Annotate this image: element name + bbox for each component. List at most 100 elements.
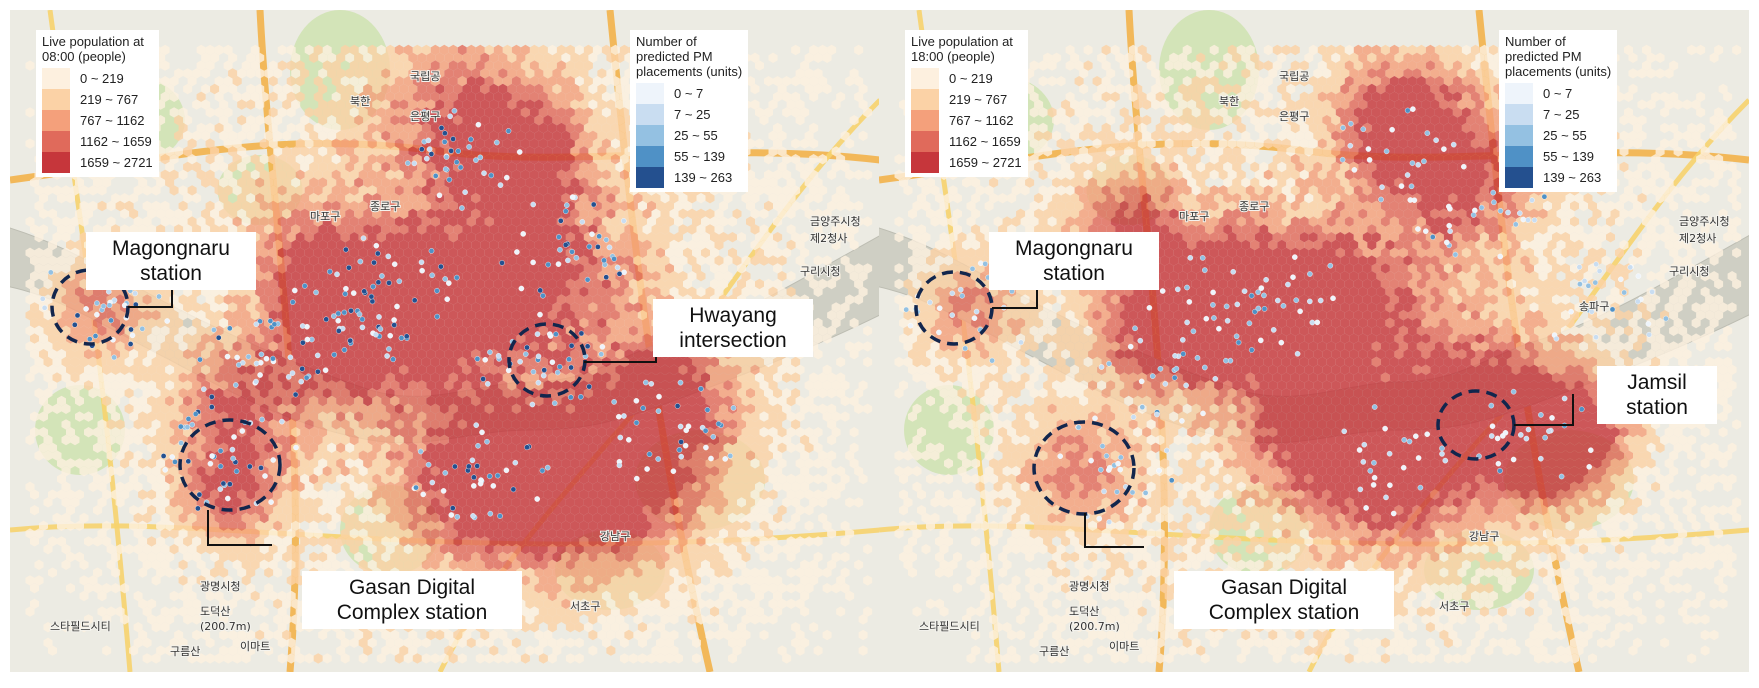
population-hex (160, 341, 170, 352)
population-hex (66, 427, 75, 438)
population-hex (381, 239, 391, 251)
population-hex (394, 44, 404, 56)
population-hex (529, 138, 539, 149)
population-hex (516, 68, 526, 79)
population-hex (151, 388, 161, 399)
population-hex (453, 302, 463, 313)
population-hex (719, 403, 728, 414)
population-hex (448, 310, 458, 321)
population-hex (52, 185, 62, 196)
population-hex (277, 154, 287, 165)
population-hex (174, 130, 184, 141)
population-hex (430, 263, 440, 274)
population-hex (309, 161, 319, 173)
population-hex (683, 200, 692, 212)
population-hex (435, 161, 445, 173)
population-hex (219, 130, 229, 141)
population-hex (845, 138, 855, 149)
population-hex (214, 185, 224, 196)
population-hex (782, 200, 792, 212)
population-hex (818, 232, 828, 243)
population-hex (683, 388, 692, 399)
population-hex (502, 263, 512, 274)
population-hex (255, 255, 265, 266)
population-hex (831, 146, 841, 157)
population-hex (813, 177, 823, 188)
population-hex (313, 76, 323, 87)
population-hex (601, 76, 611, 87)
population-hex (489, 52, 499, 63)
population-hex (304, 44, 314, 56)
population-hex (354, 411, 364, 422)
population-hex (457, 232, 467, 243)
population-hex (165, 364, 175, 375)
population-hex (390, 286, 400, 297)
population-hex (592, 76, 602, 87)
population-hex (34, 200, 44, 212)
population-hex (106, 200, 116, 212)
population-hex (313, 138, 323, 149)
population-hex (394, 356, 404, 368)
population-hex (561, 333, 571, 344)
population-hex (336, 161, 346, 173)
population-hex (214, 372, 224, 383)
population-hex (34, 325, 44, 336)
population-hex (791, 388, 801, 399)
population-hex (863, 216, 873, 227)
population-hex (647, 200, 656, 212)
population-hex (214, 107, 224, 118)
population-hex (502, 76, 512, 87)
population-hex (309, 224, 319, 235)
population-hex (610, 91, 620, 102)
population-hex (556, 278, 566, 290)
population-hex (619, 138, 629, 149)
population-hex (615, 99, 625, 110)
population-hex (273, 224, 283, 235)
population-hex (192, 380, 202, 391)
population-hex (192, 68, 202, 79)
population-hex (367, 154, 377, 165)
population-hex (507, 161, 517, 173)
population-hex (818, 325, 828, 336)
population-hex (570, 146, 580, 157)
population-hex (426, 333, 436, 344)
population-hex (588, 255, 598, 266)
population-hex (223, 341, 233, 352)
population-hex (372, 286, 382, 297)
population-hex (237, 395, 247, 407)
population-hex (259, 138, 269, 149)
population-hex (583, 325, 593, 336)
population-hex (516, 411, 526, 422)
population-hex (755, 138, 764, 149)
population-hex (475, 294, 485, 305)
population-hex (714, 239, 724, 251)
population-hex (48, 333, 57, 344)
population-hex (417, 364, 427, 375)
population-hex (250, 403, 260, 414)
population-hex (228, 68, 238, 79)
population-hex (444, 411, 454, 422)
population-hex (642, 302, 652, 313)
population-hex (813, 317, 823, 329)
population-hex (367, 122, 377, 134)
population-hex (840, 193, 850, 204)
population-hex (764, 232, 773, 243)
population-hex (619, 341, 629, 352)
population-hex (498, 239, 508, 251)
population-hex (174, 411, 184, 422)
population-hex (309, 380, 319, 391)
population-hex (480, 224, 490, 235)
population-hex (322, 107, 332, 118)
population-hex (597, 115, 607, 126)
population-hex (169, 185, 179, 196)
population-hex (363, 193, 373, 204)
population-hex (615, 333, 625, 344)
population-hex (156, 333, 166, 344)
population-hex (678, 395, 688, 407)
population-hex (354, 146, 364, 157)
population-hex (498, 302, 508, 313)
population-hex (385, 107, 395, 118)
population-hex (124, 388, 134, 399)
population-hex (174, 333, 184, 344)
population-hex (304, 388, 314, 399)
